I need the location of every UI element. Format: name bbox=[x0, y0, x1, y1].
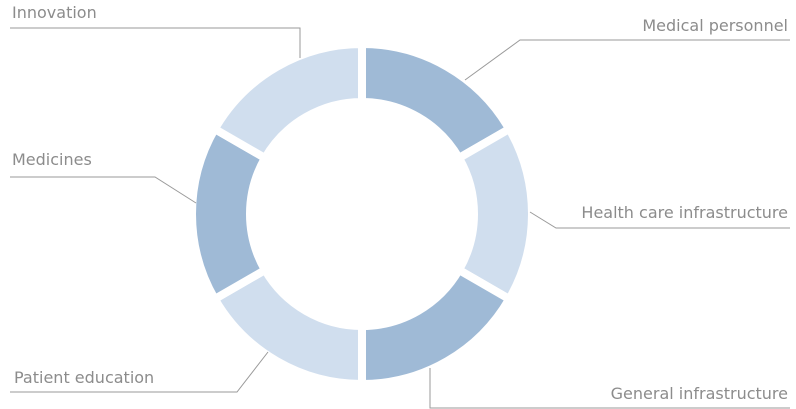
leader-line bbox=[529, 211, 790, 229]
leader-line bbox=[464, 39, 790, 81]
leader-line bbox=[10, 351, 269, 393]
leader-line bbox=[429, 368, 790, 409]
leader-line bbox=[10, 176, 197, 204]
segment-label: Innovation bbox=[12, 3, 97, 22]
donut-segment bbox=[209, 39, 366, 164]
segment-label: Medicines bbox=[12, 150, 92, 169]
donut-segment bbox=[358, 264, 515, 389]
segment-label: Health care infrastructure bbox=[581, 203, 788, 222]
leader-line bbox=[10, 27, 301, 58]
segment-label: General infrastructure bbox=[611, 384, 788, 403]
segment-label: Patient education bbox=[14, 368, 154, 387]
segment-label: Medical personnel bbox=[642, 16, 788, 35]
